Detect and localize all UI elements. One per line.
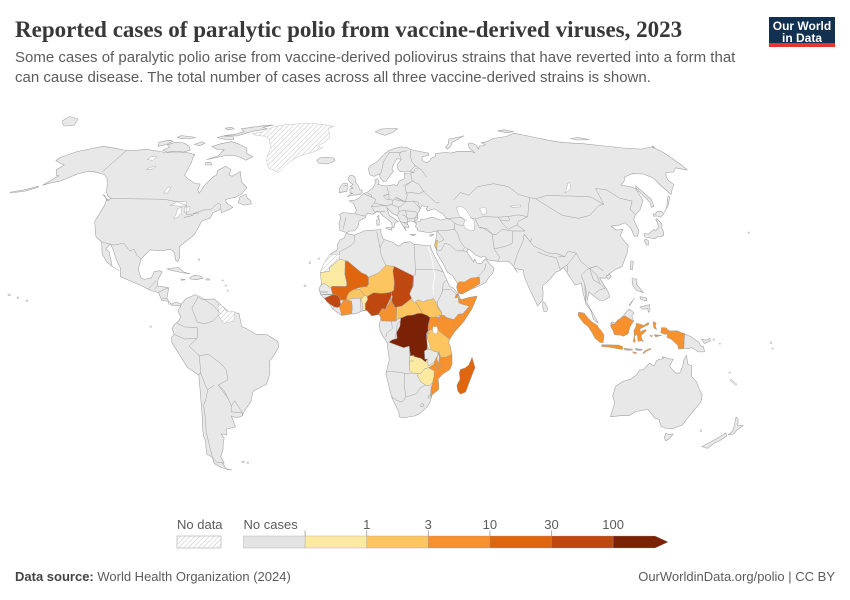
svg-text:10: 10 [483,517,497,532]
svg-text:3: 3 [425,517,432,532]
svg-text:No data: No data [177,517,223,532]
svg-text:1: 1 [363,517,370,532]
svg-text:30: 30 [544,517,558,532]
svg-text:100: 100 [602,517,624,532]
svg-text:No cases: No cases [244,517,299,532]
